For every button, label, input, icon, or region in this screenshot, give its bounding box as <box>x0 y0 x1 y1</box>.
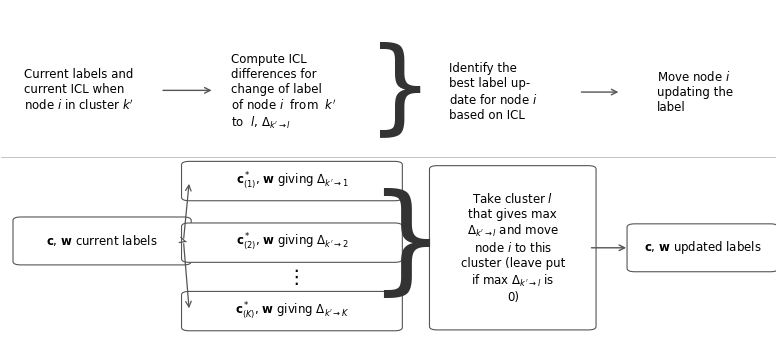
FancyBboxPatch shape <box>627 224 778 272</box>
Text: $\mathbf{c}^*_{(2)}$, $\mathbf{w}$ giving $\Delta_{k'\rightarrow 2}$: $\mathbf{c}^*_{(2)}$, $\mathbf{w}$ givin… <box>235 232 348 253</box>
Text: Take cluster $l$
that gives max
$\Delta_{k'\rightarrow l}$ and move
node $i$ to : Take cluster $l$ that gives max $\Delta_… <box>460 192 565 304</box>
Text: Identify the
best label up-
date for node $i$
based on ICL: Identify the best label up- date for nod… <box>449 62 538 122</box>
Text: Current labels and
current ICL when
node $i$ in cluster $k'$: Current labels and current ICL when node… <box>24 68 134 113</box>
Text: $\mathbf{c}$, $\mathbf{w}$ updated labels: $\mathbf{c}$, $\mathbf{w}$ updated label… <box>643 239 761 256</box>
Text: Compute ICL
differences for
change of label
of node $i$  from  $k'$
to  $l$, $\D: Compute ICL differences for change of la… <box>231 53 337 131</box>
Text: }: } <box>367 42 434 142</box>
FancyBboxPatch shape <box>182 292 402 331</box>
FancyBboxPatch shape <box>429 166 596 330</box>
FancyBboxPatch shape <box>182 223 402 262</box>
Text: $\mathbf{c}^*_{(K)}$, $\mathbf{w}$ giving $\Delta_{k'\rightarrow K}$: $\mathbf{c}^*_{(K)}$, $\mathbf{w}$ givin… <box>234 300 349 322</box>
Text: }: } <box>368 188 444 304</box>
FancyBboxPatch shape <box>13 217 191 265</box>
Text: Move node $i$
updating the
label: Move node $i$ updating the label <box>657 70 733 114</box>
Text: $\mathbf{c}$, $\mathbf{w}$ current labels: $\mathbf{c}$, $\mathbf{w}$ current label… <box>46 234 158 248</box>
FancyBboxPatch shape <box>182 161 402 201</box>
Text: $\mathbf{c}^*_{(1)}$, $\mathbf{w}$ giving $\Delta_{k'\rightarrow 1}$: $\mathbf{c}^*_{(1)}$, $\mathbf{w}$ givin… <box>235 170 348 192</box>
Text: $\vdots$: $\vdots$ <box>286 267 298 287</box>
